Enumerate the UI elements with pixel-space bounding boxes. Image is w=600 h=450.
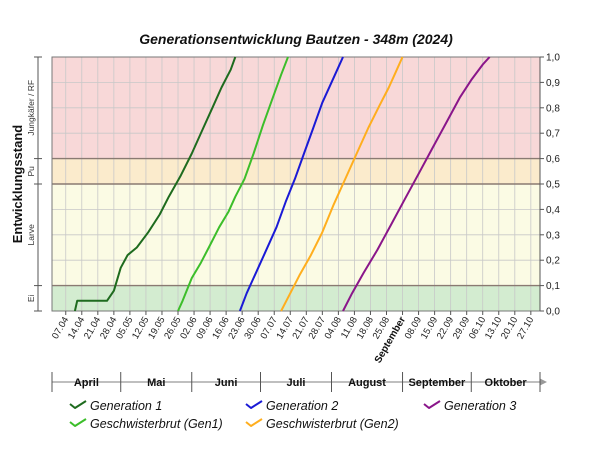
stage-label-0: Ei	[26, 294, 36, 302]
month-label-4: August	[348, 377, 386, 389]
grid	[51, 56, 541, 312]
month-label-2: Juni	[215, 377, 238, 389]
legend-label-2: Generation 3	[444, 399, 516, 413]
series-line-1	[73, 56, 237, 312]
y-tick-label-8: 0,8	[546, 103, 560, 114]
y-tick-label-1: 0,1	[546, 281, 560, 292]
series-line-5	[342, 56, 491, 312]
x-axis: 07.0414.0421.0428.0405.0512.0519.0526.05…	[50, 311, 536, 365]
stage-band-0	[52, 285, 540, 311]
month-label-1: Mai	[147, 377, 165, 389]
legend-swatch-0	[69, 400, 87, 409]
stage-label-1: Larve	[26, 224, 36, 246]
month-label-6: Oktober	[485, 377, 528, 389]
stage-label-2: Pu	[26, 166, 36, 177]
month-axis: April Mai Juni Juli August September Oktober	[51, 372, 547, 392]
legend: Generation 1 Generation 2 Generation 3 Gesc…	[69, 399, 516, 431]
legend-label-1: Generation 2	[266, 399, 338, 413]
legend-swatch-1	[245, 400, 263, 409]
legend-swatch-3	[69, 418, 87, 427]
y-tick-label-5: 0,5	[546, 180, 560, 191]
y-tick-label-6: 0,6	[546, 154, 560, 165]
month-axis-arrow	[540, 378, 547, 386]
month-label-3: Juli	[287, 377, 306, 389]
x-tick-label-29: 27.10	[515, 315, 536, 341]
x-tick-label-17: 04.08	[323, 315, 344, 341]
y-tick-label-0: 0,0	[546, 307, 560, 318]
y-axis-label: Entwicklungsstand	[10, 125, 25, 244]
legend-swatch-2	[423, 400, 441, 409]
y-axis: 0,0 0,1 0,2 0,3 0,4 0,5 0,6 0,7 0,8 0,9 1,0	[539, 53, 560, 318]
legend-swatch-4	[245, 418, 263, 427]
legend-label-0: Generation 1	[90, 399, 162, 413]
series-line-4	[280, 56, 404, 312]
y-tick-label-10: 1,0	[546, 53, 560, 64]
stage-band-2	[52, 158, 540, 184]
y-tick-label-3: 0,3	[546, 230, 560, 241]
series-line-2	[177, 56, 289, 312]
stage-label-3: Jungkäfer / RF	[26, 80, 36, 136]
series-line-3	[238, 56, 344, 312]
series-lines	[73, 56, 491, 312]
chart-title: Generationsentwicklung Bautzen - 348m (2…	[139, 31, 453, 47]
y-tick-label-4: 0,4	[546, 205, 560, 216]
month-label-0: April	[74, 377, 99, 389]
y-tick-label-7: 0,7	[546, 129, 560, 140]
month-label-5: September	[408, 377, 466, 389]
y-tick-label-2: 0,2	[546, 256, 560, 267]
legend-label-4: Geschwisterbrut (Gen2)	[266, 417, 399, 431]
y-tick-label-9: 0,9	[546, 78, 560, 89]
legend-label-3: Geschwisterbrut (Gen1)	[90, 417, 223, 431]
stage-axis: Ei Larve Pu Jungkäfer / RF	[26, 56, 42, 312]
